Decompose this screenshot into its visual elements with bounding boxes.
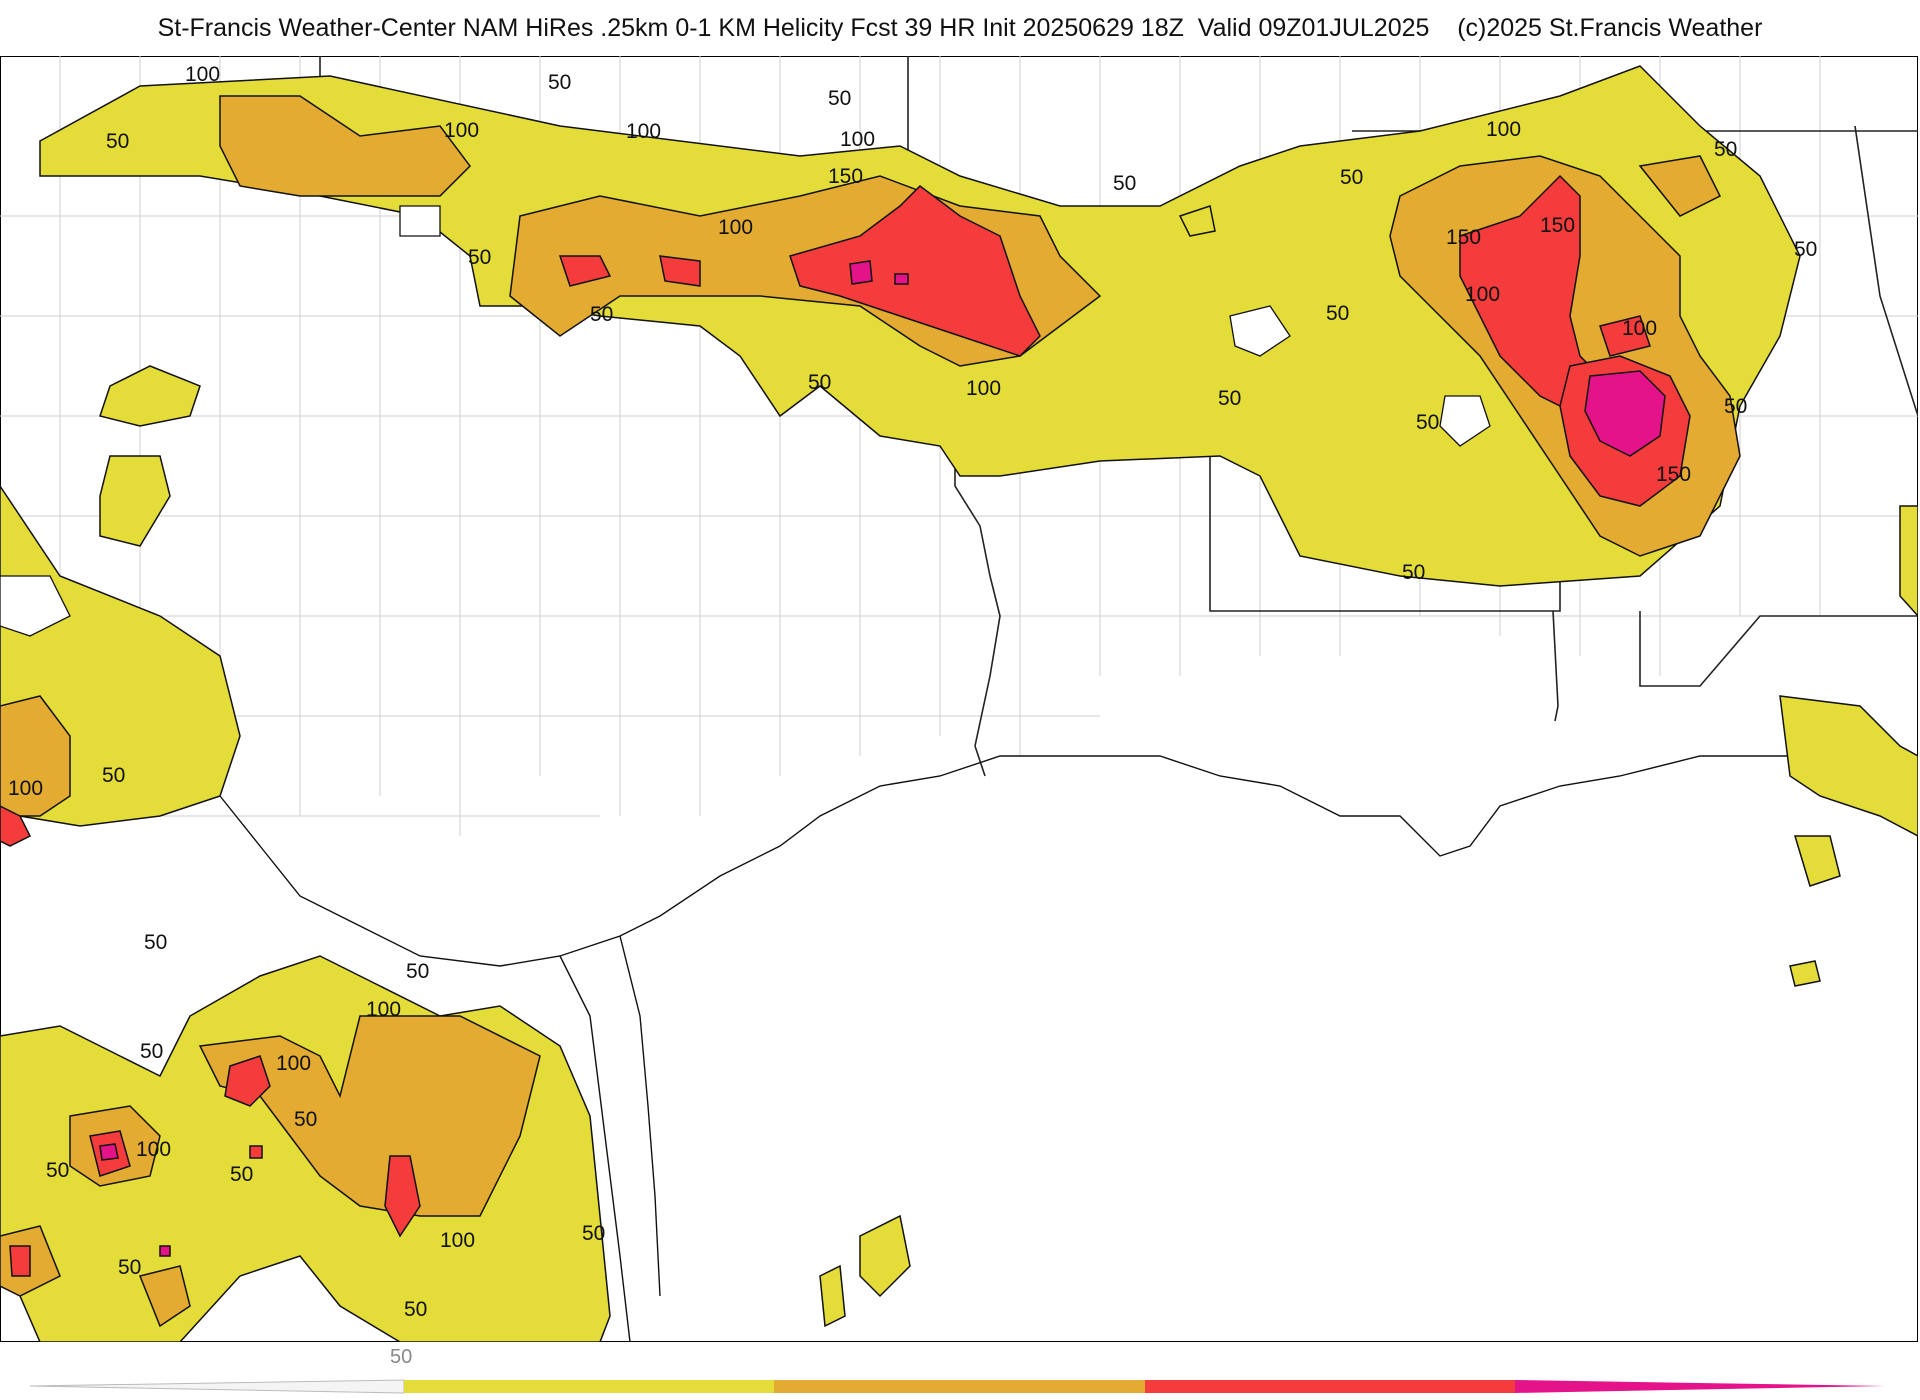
coastline <box>159 755 1918 1342</box>
colorbar-band-50 <box>404 1380 774 1393</box>
contour-label: 50 <box>828 87 851 110</box>
contour-label: 100 <box>1622 317 1657 340</box>
contour-label: 150 <box>1656 463 1691 486</box>
contour-label: 50 <box>102 764 125 787</box>
contour-label: 50 <box>46 1159 69 1182</box>
colorbar-tick-label: 50 <box>390 1346 413 1368</box>
contour-label: 50 <box>106 130 129 153</box>
contour-label: 50 <box>406 960 429 983</box>
contour-label: 100 <box>366 998 401 1021</box>
map-title: St-Francis Weather-Center NAM HiRes .25k… <box>157 14 1763 42</box>
contour-label: 150 <box>828 165 863 188</box>
helicity-map: 100 50 100 50 100 50 100 150 100 50 50 5… <box>0 56 1918 1342</box>
contour-label: 100 <box>185 63 220 86</box>
contour-label: 50 <box>548 71 571 94</box>
contour-label: 50 <box>294 1108 317 1131</box>
contour-label: 50 <box>1402 561 1425 584</box>
contour-label: 50 <box>140 1040 163 1063</box>
contour-label: 50 <box>1724 395 1747 418</box>
contour-label: 150 <box>1540 214 1575 237</box>
contour-label: 100 <box>718 216 753 239</box>
colorbar-band-150 <box>1145 1380 1515 1393</box>
colorbar-band-200 <box>1515 1380 1885 1393</box>
contour-label: 100 <box>136 1138 171 1161</box>
contour-label: 50 <box>582 1222 605 1245</box>
colorbar-band-100 <box>774 1380 1145 1393</box>
contour-label: 50 <box>1714 138 1737 161</box>
contour-label: 100 <box>840 128 875 151</box>
helicity-200-band <box>99 260 1666 1257</box>
contour-label: 50 <box>144 931 167 954</box>
contour-label: 100 <box>966 377 1001 400</box>
contour-labels: 100 50 100 50 100 50 100 150 100 50 50 5… <box>8 63 1817 1321</box>
contour-label: 100 <box>1486 118 1521 141</box>
contour-label: 50 <box>404 1298 427 1321</box>
contour-label: 50 <box>1113 172 1136 195</box>
contour-label: 50 <box>468 246 491 269</box>
contour-label: 100 <box>8 777 43 800</box>
contour-label: 50 <box>1794 238 1817 261</box>
contour-label: 50 <box>118 1256 141 1279</box>
contour-label: 50 <box>808 371 831 394</box>
contour-label: 100 <box>1465 283 1500 306</box>
contour-label: 150 <box>1446 226 1481 249</box>
contour-label: 100 <box>444 119 479 142</box>
colorbar-lower-triangle <box>29 1379 405 1394</box>
contour-label: 50 <box>1340 166 1363 189</box>
contour-label: 50 <box>1326 302 1349 325</box>
contour-label: 50 <box>230 1163 253 1186</box>
contour-label: 100 <box>440 1229 475 1252</box>
contour-label: 50 <box>590 303 613 326</box>
contour-label: 100 <box>626 120 661 143</box>
contour-label: 50 <box>1218 387 1241 410</box>
contour-label: 100 <box>276 1052 311 1075</box>
colorbar <box>29 1379 1885 1394</box>
contour-label: 50 <box>1416 411 1439 434</box>
